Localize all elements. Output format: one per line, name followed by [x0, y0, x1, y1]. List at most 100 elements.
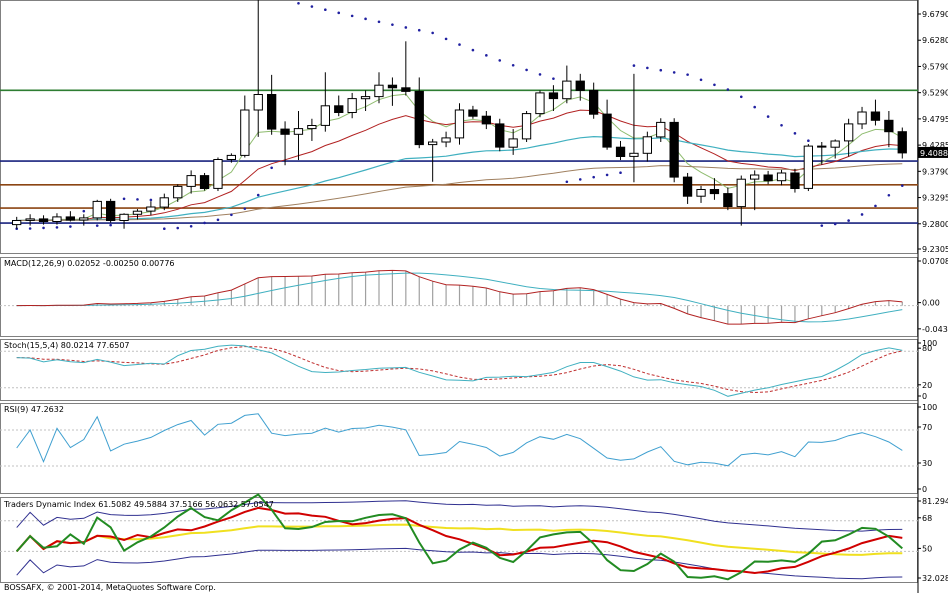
y-tick-label-pane4-3: 32.0287 — [922, 574, 948, 583]
candle-body-46 — [629, 152, 639, 157]
current-price-label: 9.4088 — [920, 149, 948, 158]
y-tick-label-pane0-7: 9.3295 — [922, 194, 948, 203]
y-tick-label-pane0-2: 9.5790 — [922, 62, 948, 71]
sar-dot-38 — [525, 68, 528, 72]
sar-dot-7 — [109, 223, 112, 227]
sar-dot-2 — [42, 226, 45, 230]
tdi-signal-line — [15, 506, 903, 575]
sar-dot-39 — [538, 73, 542, 76]
candle-body-48 — [656, 121, 666, 138]
candle-body-20 — [280, 128, 290, 135]
candle-body-22 — [307, 125, 317, 130]
candle-body-49 — [669, 121, 679, 178]
candle-body-32 — [441, 137, 451, 143]
candle-body-27 — [374, 84, 384, 98]
sar-dot-11 — [163, 227, 166, 231]
candle-body-40 — [548, 92, 559, 100]
candle-body-63 — [857, 111, 867, 125]
candle-body-15 — [213, 159, 223, 189]
sar-dot-15 — [216, 218, 220, 222]
sar-dot-42 — [578, 178, 582, 181]
candle-body-1 — [25, 218, 35, 221]
copyright-footer: BOSSAFX, © 2001-2014, MetaQuotes Softwar… — [4, 583, 216, 592]
sar-dot-52 — [713, 83, 716, 87]
y-tick-label-pane2-3: 0 — [922, 392, 927, 401]
sar-dot-12 — [176, 226, 180, 230]
candle-body-26 — [360, 96, 371, 100]
sar-dot-8 — [122, 197, 126, 201]
tdi-base-line — [15, 523, 903, 556]
y-tick-label-pane3-2: 30 — [922, 459, 932, 468]
sar-dot-58 — [793, 132, 797, 135]
candle-body-36 — [495, 123, 505, 148]
y-tick-label-pane3-1: 70 — [922, 423, 932, 432]
candle-body-44 — [602, 113, 612, 148]
sar-dot-6 — [95, 224, 99, 227]
y-tick-label-pane2-0: 100 — [922, 339, 937, 348]
sar-dot-24 — [337, 11, 341, 15]
candle-body-37 — [508, 138, 518, 148]
candle-body-60 — [817, 145, 827, 148]
candle-body-45 — [615, 146, 626, 157]
sar-dot-28 — [391, 23, 394, 26]
candle-body-56 — [763, 174, 773, 182]
candle-body-21 — [293, 128, 304, 135]
candle-body-8 — [119, 213, 129, 222]
candle-body-11 — [159, 197, 169, 208]
rsi-line — [16, 413, 903, 467]
sar-dot-49 — [672, 71, 676, 74]
candle-body-66 — [897, 131, 907, 154]
sar-dot-51 — [699, 78, 703, 82]
candle-body-50 — [682, 176, 693, 197]
sar-dot-33 — [458, 43, 461, 46]
candle-body-30 — [414, 90, 424, 146]
sar-dot-3 — [55, 226, 59, 229]
sar-dot-59 — [807, 139, 810, 143]
candle-body-4 — [65, 216, 75, 221]
sar-dot-37 — [511, 63, 515, 67]
y-tick-label-pane4-1: 68 — [922, 514, 932, 523]
tdi-pane-title: Traders Dynamic Index 61.5082 49.5884 37… — [4, 500, 274, 509]
sar-dot-18 — [256, 193, 260, 197]
pane-frame-2 — [0, 339, 918, 401]
sar-dot-43 — [592, 175, 595, 179]
candle-body-17 — [240, 109, 250, 156]
candle-body-16 — [226, 154, 236, 160]
sar-dot-17 — [243, 207, 247, 210]
macd-signal-line — [16, 272, 903, 323]
sar-dot-29 — [404, 26, 408, 29]
candle-body-29 — [401, 87, 411, 92]
y-tick-label-pane2-2: 20 — [922, 381, 932, 390]
sar-dot-14 — [203, 221, 206, 225]
candle-body-25 — [347, 98, 357, 113]
candle-body-38 — [521, 113, 532, 140]
sar-dot-13 — [189, 224, 193, 228]
sar-dot-41 — [565, 180, 569, 184]
sar-dot-25 — [350, 14, 354, 18]
candle-body-47 — [642, 136, 653, 154]
sar-dot-16 — [230, 213, 233, 217]
sar-dot-5 — [82, 209, 86, 213]
candle-body-23 — [320, 105, 331, 126]
y-tick-label-pane0-1: 9.6280 — [922, 36, 948, 45]
candle-body-51 — [696, 189, 706, 197]
candle-body-28 — [387, 84, 398, 89]
y-tick-label-pane1-2: -0.04317 — [922, 325, 948, 334]
candle-body-43 — [589, 89, 599, 115]
sar-dot-56 — [766, 115, 770, 118]
candle-body-41 — [562, 80, 572, 100]
sar-dot-66 — [900, 184, 904, 187]
candle-body-59 — [803, 145, 814, 189]
candle-body-5 — [79, 217, 89, 221]
sar-dot-40 — [552, 77, 555, 80]
candle-body-31 — [428, 141, 438, 146]
candle-body-6 — [92, 200, 102, 219]
candle-body-18 — [253, 94, 263, 111]
candle-body-9 — [132, 210, 143, 215]
candle-body-65 — [884, 119, 894, 133]
sar-dot-50 — [686, 73, 689, 76]
macd-pane-title: MACD(12,26,9) 0.02052 -0.00250 0.00776 — [4, 259, 175, 268]
sar-dot-61 — [833, 222, 837, 226]
